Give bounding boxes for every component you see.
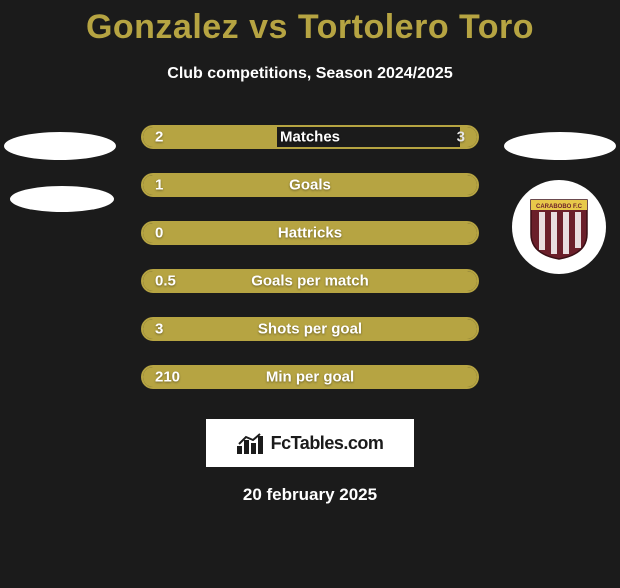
stat-row: 0.5Goals per match <box>141 269 479 293</box>
stat-row: 210Min per goal <box>141 365 479 389</box>
club-right-logo: CARABOBO F.C <box>512 180 606 274</box>
club-left-logo-placeholder <box>10 186 114 212</box>
stat-label: Hattricks <box>143 225 477 242</box>
stat-row: 2Matches3 <box>141 125 479 149</box>
svg-text:CARABOBO F.C: CARABOBO F.C <box>536 204 583 210</box>
stat-value-right: 3 <box>457 129 465 146</box>
stat-label: Min per goal <box>143 369 477 386</box>
stat-row: 1Goals <box>141 173 479 197</box>
date-text: 20 february 2025 <box>0 485 620 505</box>
stat-row: 0Hattricks <box>141 221 479 245</box>
branding-text: FcTables.com <box>271 433 384 454</box>
branding-box: FcTables.com <box>206 419 414 467</box>
page-subtitle: Club competitions, Season 2024/2025 <box>0 65 620 83</box>
club-shield-icon: CARABOBO F.C <box>529 194 589 260</box>
player-left-photo-placeholder <box>4 132 116 160</box>
stat-label: Matches <box>143 129 477 146</box>
page-title: Gonzalez vs Tortolero Toro <box>0 8 620 47</box>
stat-label: Goals per match <box>143 273 477 290</box>
stat-row: 3Shots per goal <box>141 317 479 341</box>
stat-label: Goals <box>143 177 477 194</box>
stat-label: Shots per goal <box>143 321 477 338</box>
branding-chart-icon <box>237 432 265 454</box>
player-right-photo-placeholder <box>504 132 616 160</box>
